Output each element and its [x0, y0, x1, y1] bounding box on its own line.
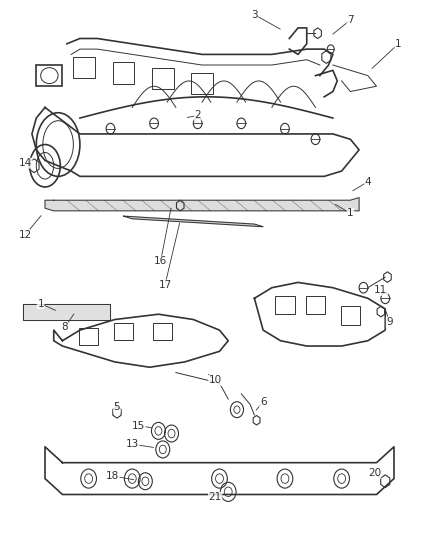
- Text: 18: 18: [106, 471, 119, 481]
- Bar: [152, 68, 173, 89]
- Polygon shape: [123, 216, 262, 227]
- Text: 10: 10: [208, 375, 221, 385]
- Text: 3: 3: [251, 10, 257, 20]
- Text: 8: 8: [61, 322, 68, 333]
- Bar: [73, 57, 95, 78]
- Text: 5: 5: [113, 402, 120, 412]
- Text: 16: 16: [154, 256, 167, 266]
- Text: 21: 21: [208, 492, 221, 502]
- Text: 9: 9: [385, 317, 392, 327]
- Text: 20: 20: [367, 469, 380, 478]
- Text: 1: 1: [37, 298, 44, 309]
- Text: 1: 1: [346, 208, 353, 219]
- Text: 4: 4: [364, 176, 370, 187]
- Text: 11: 11: [374, 285, 387, 295]
- Text: 17: 17: [158, 280, 171, 290]
- Bar: [275, 296, 294, 314]
- Bar: [114, 322, 133, 340]
- Bar: [79, 328, 98, 345]
- Polygon shape: [45, 198, 358, 211]
- Text: 14: 14: [19, 158, 32, 168]
- Text: 15: 15: [132, 421, 145, 431]
- Text: 7: 7: [346, 15, 353, 25]
- Text: 2: 2: [194, 110, 201, 120]
- Polygon shape: [23, 304, 110, 319]
- Text: 1: 1: [394, 39, 401, 49]
- Bar: [305, 296, 324, 314]
- Bar: [191, 73, 212, 94]
- Bar: [113, 62, 134, 84]
- Text: 12: 12: [19, 230, 32, 240]
- Bar: [340, 306, 359, 325]
- Bar: [153, 322, 172, 340]
- Text: 6: 6: [259, 397, 266, 407]
- Text: 13: 13: [125, 439, 138, 449]
